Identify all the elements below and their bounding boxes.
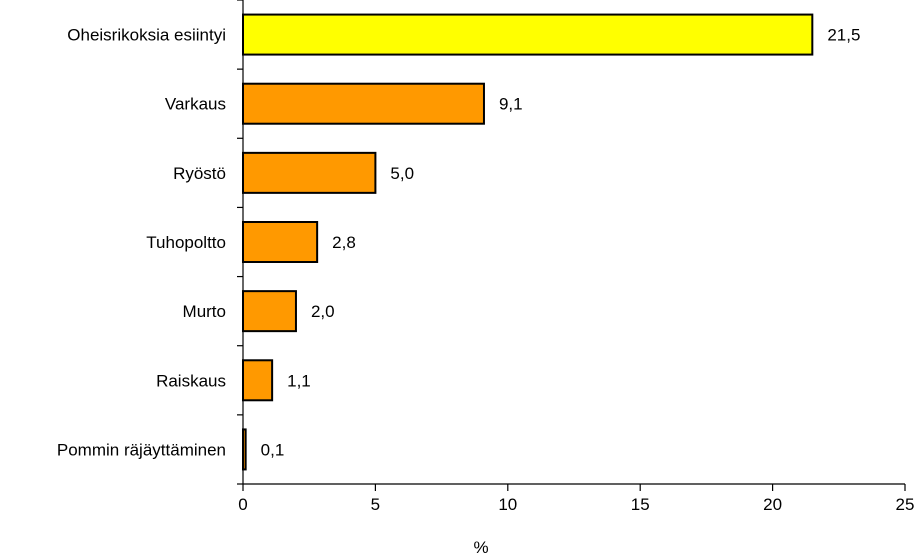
category-label: Tuhopoltto [146, 233, 226, 252]
category-label: Pommin räjäyttäminen [57, 440, 226, 459]
category-label: Oheisrikoksia esiintyi [67, 26, 226, 45]
category-labels: Oheisrikoksia esiintyi Varkaus Ryöstö Tuhop… [57, 26, 226, 460]
value-label: 9,1 [499, 95, 523, 114]
bar-2 [242, 151, 377, 194]
x-axis-title: % [473, 538, 488, 557]
category-label: Murto [183, 302, 226, 321]
x-tick-label: 25 [896, 495, 915, 514]
value-labels: 21,5 9,1 5,0 2,8 2,0 1,1 0,1 [261, 26, 861, 460]
bar-5 [242, 359, 274, 402]
bar-4 [242, 290, 297, 333]
bar-3 [242, 221, 319, 263]
value-label: 2,8 [332, 233, 356, 252]
x-tick-label: 0 [238, 495, 247, 514]
bar-1 [242, 82, 485, 125]
value-label: 0,1 [261, 440, 285, 459]
bar-0 [242, 13, 814, 56]
x-tick-label: 15 [631, 495, 650, 514]
category-label: Varkaus [165, 95, 226, 114]
x-tick-label: 5 [371, 495, 380, 514]
axes: 0 5 10 15 20 25 [237, 0, 914, 514]
category-label: Ryöstö [173, 164, 226, 183]
value-label: 2,0 [311, 302, 335, 321]
x-tick-label: 10 [498, 495, 517, 514]
value-label: 5,0 [390, 164, 414, 183]
value-label: 1,1 [287, 371, 311, 390]
category-label: Raiskaus [156, 371, 226, 390]
x-tick-label: 20 [763, 495, 782, 514]
bars-layer [242, 13, 814, 471]
value-label: 21,5 [827, 26, 860, 45]
